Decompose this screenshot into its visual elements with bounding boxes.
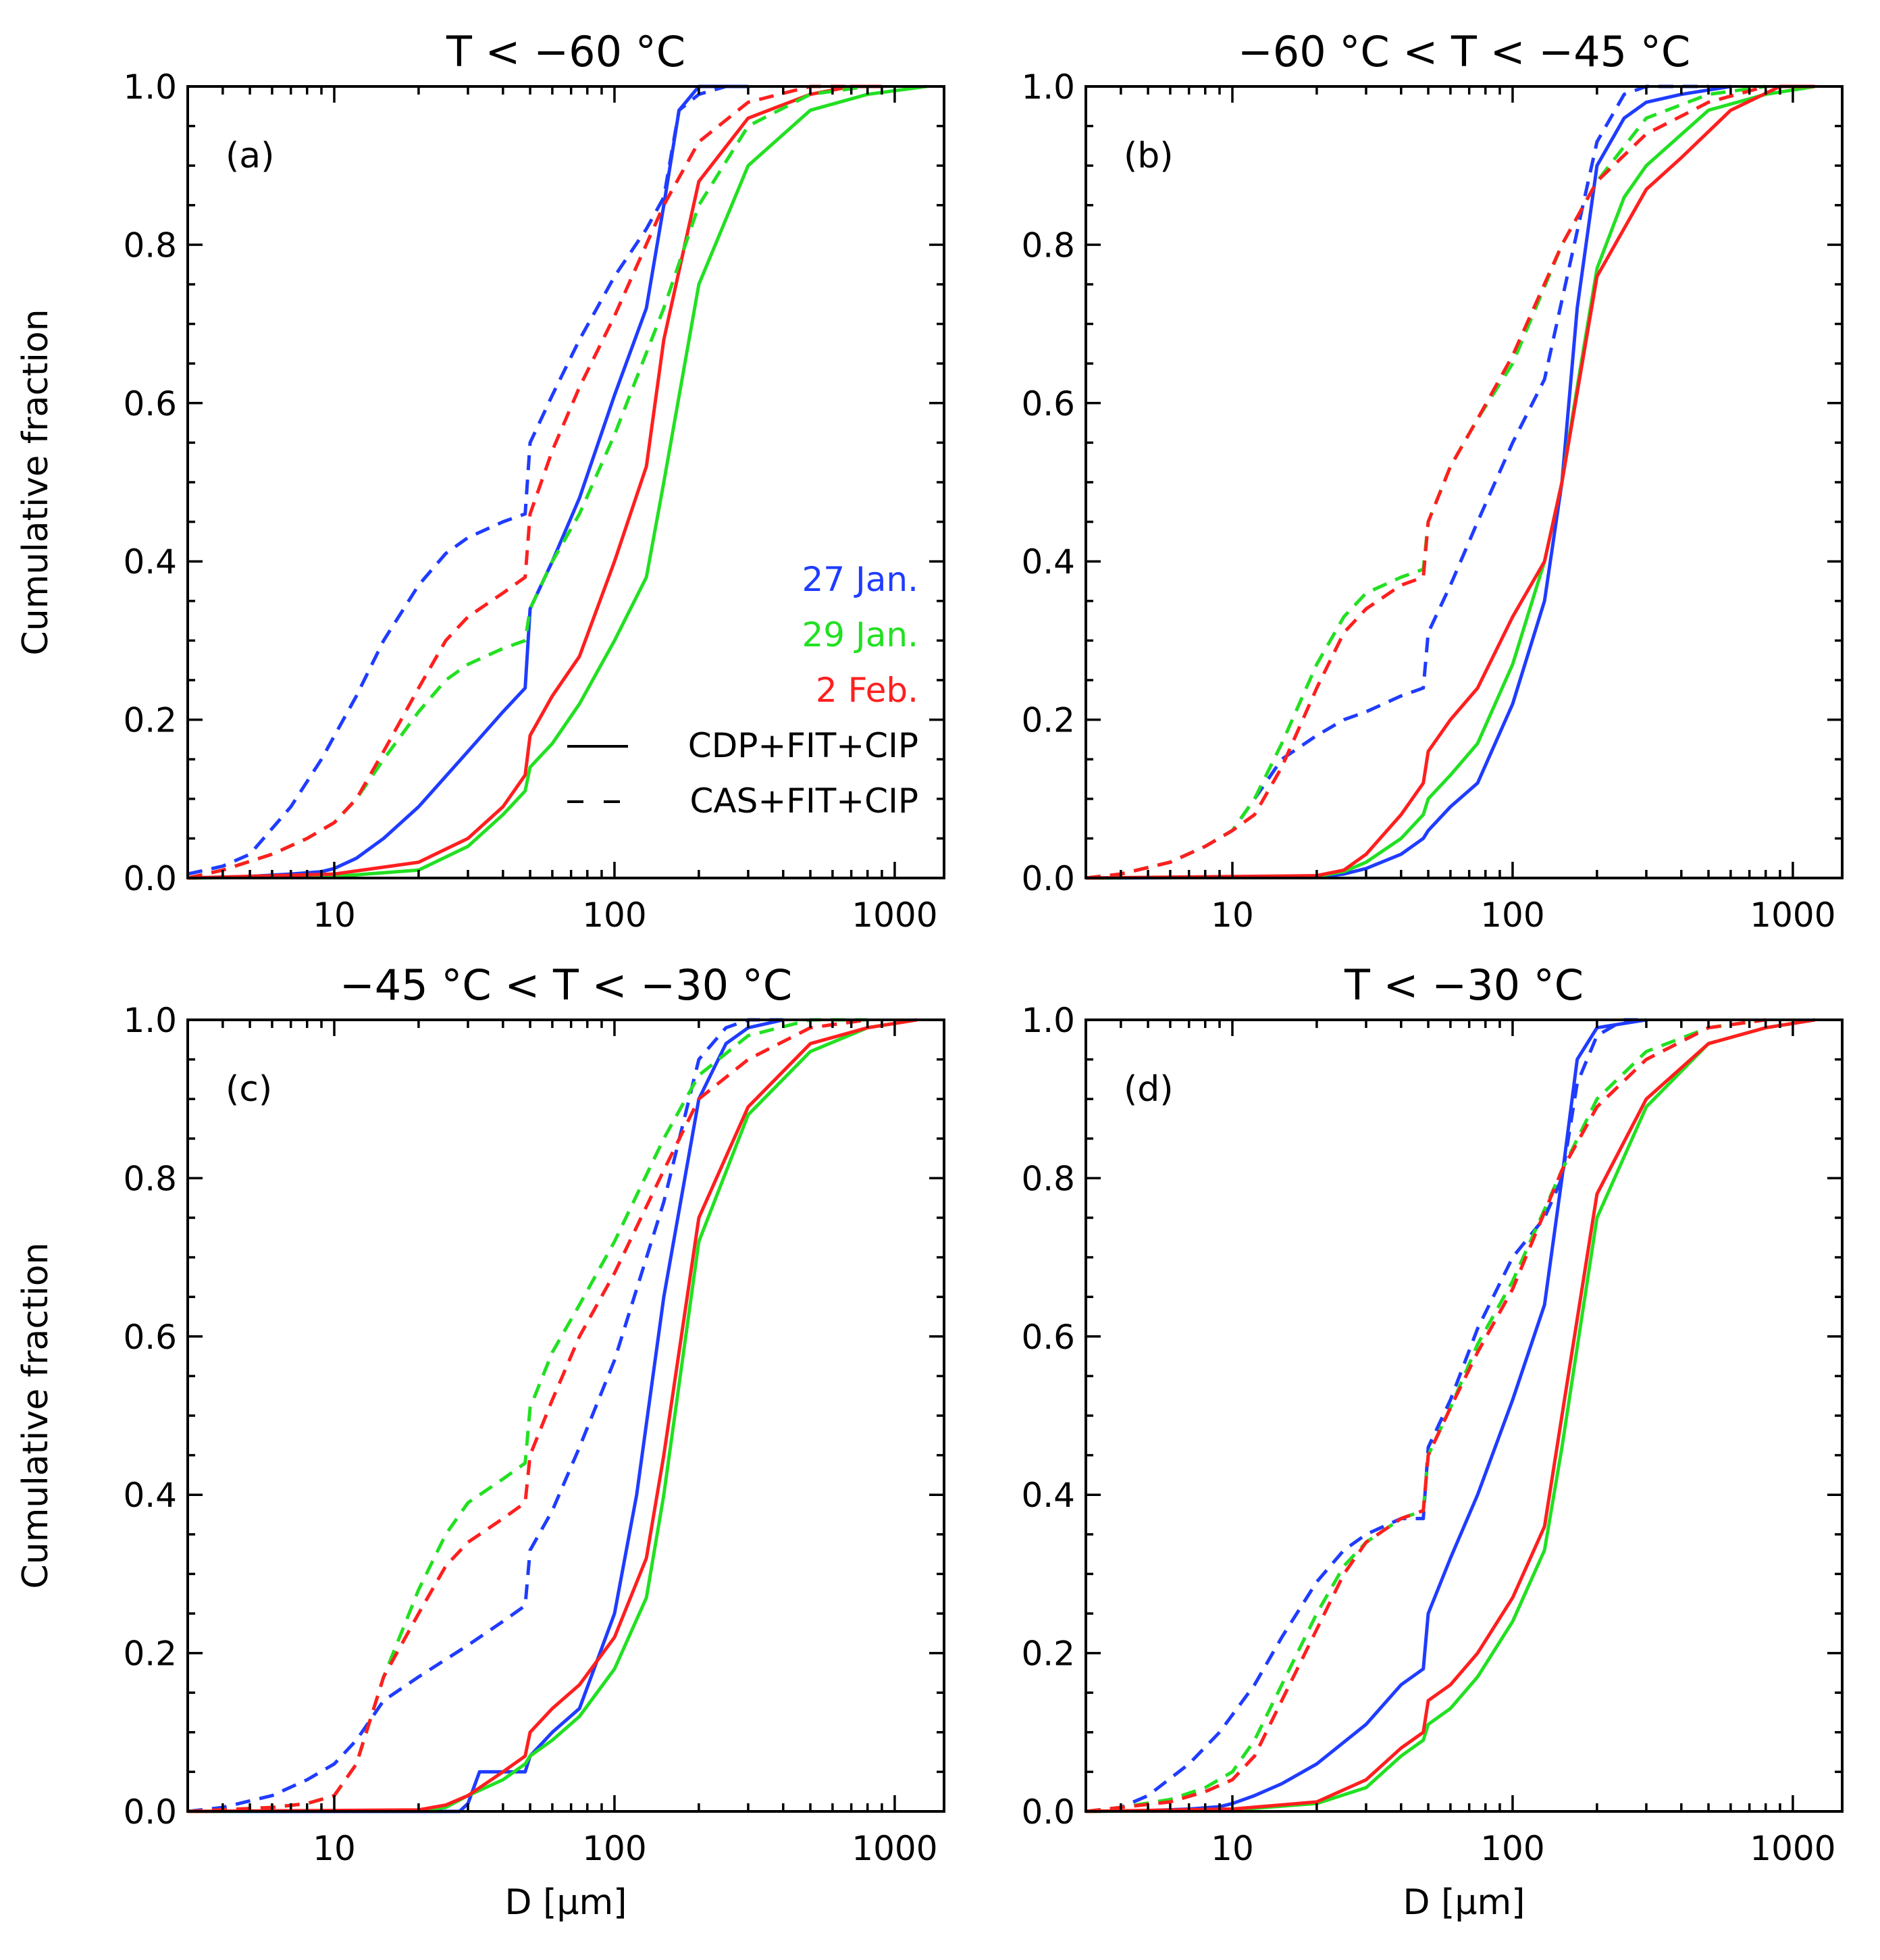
- x-tick-label: 1000: [1750, 896, 1835, 935]
- panel-letter: (c): [226, 1069, 272, 1110]
- x-tick-label: 1000: [1750, 1829, 1835, 1868]
- panel-b: −60 °C < T < −45 °C 0.0 0.2 0.4 0.6 0.8 1.0 10 1…: [1021, 27, 1844, 935]
- x-tick-label: 100: [582, 896, 646, 935]
- series-line: [187, 84, 852, 880]
- series-line: [1085, 84, 1708, 880]
- legend: 27 Jan. 29 Jan. 2 Feb. CDP+FIT+CIP CAS+FIT+C…: [567, 560, 918, 821]
- panel-c: −45 °C < T < −30 °C 0.0 0.2 0.4 0.6 0.8 1.0 10 1…: [16, 960, 945, 1923]
- y-tick-label: 0.2: [1021, 701, 1075, 740]
- x-tick-label: 100: [582, 1829, 646, 1868]
- y-tick-label: 0.0: [123, 1793, 177, 1832]
- y-tick-label: 1.0: [123, 68, 177, 107]
- x-axis-label: D [μm]: [505, 1882, 627, 1923]
- panel-title: T < −30 °C: [1344, 960, 1584, 1010]
- y-tick-label: 0.2: [1021, 1634, 1075, 1674]
- y-tick-label: 0.2: [123, 701, 177, 740]
- y-tick-label: 0.8: [123, 1159, 177, 1198]
- x-tick-label: 100: [1480, 896, 1544, 935]
- series-line: [187, 84, 727, 876]
- x-tick-label: 10: [1211, 896, 1254, 935]
- panel-title: −45 °C < T < −30 °C: [340, 960, 792, 1010]
- series-line: [1085, 1018, 1816, 1813]
- series-line: [187, 84, 748, 880]
- legend-entry-date: 2 Feb.: [816, 671, 918, 710]
- series-line: [1085, 84, 1731, 880]
- panel-a: T < −60 °C 0.0 0.2 0.4 0.6 0.8 1.0 10 100 1000 (a)…: [16, 27, 945, 935]
- y-tick-label: 1.0: [123, 1001, 177, 1040]
- panel-letter: (d): [1124, 1069, 1174, 1110]
- x-axis-label: D [μm]: [1403, 1882, 1525, 1923]
- y-tick-label: 0.6: [1021, 384, 1075, 423]
- y-tick-label: 0.0: [1021, 1793, 1075, 1832]
- series-line: [1085, 84, 1767, 880]
- panel-letter: (a): [226, 136, 274, 176]
- series-line: [187, 84, 868, 880]
- x-tick-label: 10: [313, 1829, 356, 1868]
- legend-entry-date: 29 Jan.: [802, 615, 919, 654]
- y-tick-label: 0.4: [1021, 542, 1075, 582]
- axes-frame: [186, 1018, 945, 1813]
- panel-d: T < −30 °C 0.0 0.2 0.4 0.6 0.8 1.0 10 100 1000 (d)…: [1021, 960, 1844, 1923]
- y-tick-label: 0.4: [123, 1476, 177, 1515]
- series-line: [1085, 1018, 1767, 1813]
- x-tick-label: 1000: [852, 896, 937, 935]
- y-tick-label: 1.0: [1021, 68, 1075, 107]
- y-tick-label: 0.0: [123, 859, 177, 898]
- y-tick-label: 0.2: [123, 1634, 177, 1674]
- x-tick-label: 100: [1480, 1829, 1544, 1868]
- series-line: [187, 84, 882, 880]
- y-tick-label: 0.6: [123, 1318, 177, 1357]
- y-tick-label: 0.4: [123, 542, 177, 582]
- y-tick-label: 0.0: [1021, 859, 1075, 898]
- series-line: [187, 1018, 868, 1813]
- y-axis-label: Cumulative fraction: [16, 309, 56, 655]
- legend-entry-style: CDP+FIT+CIP: [688, 726, 918, 765]
- legend-entry-style: CAS+FIT+CIP: [689, 781, 918, 821]
- series-line: [1085, 84, 1815, 880]
- panel-title: T < −60 °C: [446, 27, 685, 76]
- y-tick-label: 0.8: [1021, 226, 1075, 265]
- series-line: [187, 1018, 868, 1813]
- legend-entry-date: 27 Jan.: [802, 560, 919, 599]
- panel-letter: (b): [1124, 136, 1174, 176]
- y-tick-label: 0.4: [1021, 1476, 1075, 1515]
- x-tick-label: 1000: [852, 1829, 937, 1868]
- x-tick-label: 10: [313, 896, 356, 935]
- series-line: [1085, 84, 1816, 880]
- series-line: [187, 1018, 918, 1813]
- series-line: [1085, 1018, 1816, 1813]
- y-tick-label: 1.0: [1021, 1001, 1075, 1040]
- y-tick-label: 0.8: [1021, 1159, 1075, 1198]
- series-line: [1085, 1018, 1647, 1813]
- y-axis-label: Cumulative fraction: [16, 1242, 56, 1589]
- series-line: [187, 1018, 918, 1813]
- series-line: [188, 1018, 784, 1813]
- y-tick-label: 0.8: [123, 226, 177, 265]
- series-line: [1085, 1018, 1767, 1813]
- y-tick-label: 0.6: [123, 384, 177, 423]
- x-tick-label: 10: [1211, 1829, 1254, 1868]
- series-line: [187, 1018, 783, 1813]
- panel-title: −60 °C < T < −45 °C: [1238, 27, 1690, 76]
- series-line: [187, 84, 927, 880]
- y-tick-label: 0.6: [1021, 1318, 1075, 1357]
